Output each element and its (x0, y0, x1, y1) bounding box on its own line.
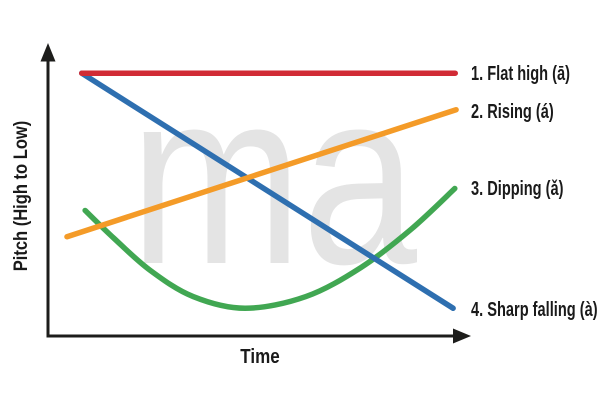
series-line-rising (64, 106, 459, 240)
legend-item-dipping: 3. Dipping (ǎ) (471, 178, 564, 200)
legend-item-rising: 2. Rising (á) (471, 101, 554, 123)
watermark-text: ma (130, 38, 417, 316)
series-line-sharp-falling (79, 70, 456, 312)
series-line-dipping (82, 185, 458, 312)
x-axis-label: Time (240, 346, 280, 368)
legend-item-flat-high: 1. Flat high (ā) (471, 63, 570, 85)
y-axis-label: Pitch (High to Low) (11, 120, 32, 272)
legend-item-sharp-falling: 4. Sharp falling (à) (471, 299, 598, 321)
x-axis-arrowhead-icon (453, 328, 471, 344)
y-axis-arrowhead-icon (40, 43, 56, 62)
series-lines (64, 70, 459, 312)
